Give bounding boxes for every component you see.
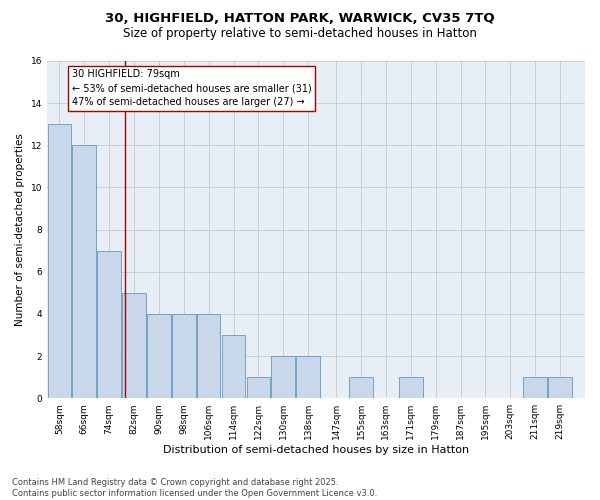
Bar bbox=[523, 377, 547, 398]
Bar bbox=[296, 356, 320, 398]
Bar bbox=[222, 335, 245, 398]
Bar bbox=[122, 293, 146, 398]
Bar bbox=[47, 124, 71, 398]
X-axis label: Distribution of semi-detached houses by size in Hatton: Distribution of semi-detached houses by … bbox=[163, 445, 469, 455]
Y-axis label: Number of semi-detached properties: Number of semi-detached properties bbox=[15, 133, 25, 326]
Text: 30, HIGHFIELD, HATTON PARK, WARWICK, CV35 7TQ: 30, HIGHFIELD, HATTON PARK, WARWICK, CV3… bbox=[105, 12, 495, 26]
Bar bbox=[73, 146, 96, 398]
Bar bbox=[172, 314, 196, 398]
Text: Size of property relative to semi-detached houses in Hatton: Size of property relative to semi-detach… bbox=[123, 28, 477, 40]
Text: 30 HIGHFIELD: 79sqm
← 53% of semi-detached houses are smaller (31)
47% of semi-d: 30 HIGHFIELD: 79sqm ← 53% of semi-detach… bbox=[72, 70, 311, 108]
Text: Contains HM Land Registry data © Crown copyright and database right 2025.
Contai: Contains HM Land Registry data © Crown c… bbox=[12, 478, 377, 498]
Bar bbox=[247, 377, 270, 398]
Bar bbox=[271, 356, 295, 398]
Bar bbox=[97, 250, 121, 398]
Bar bbox=[548, 377, 572, 398]
Bar bbox=[349, 377, 373, 398]
Bar bbox=[197, 314, 220, 398]
Bar bbox=[399, 377, 422, 398]
Bar bbox=[147, 314, 171, 398]
